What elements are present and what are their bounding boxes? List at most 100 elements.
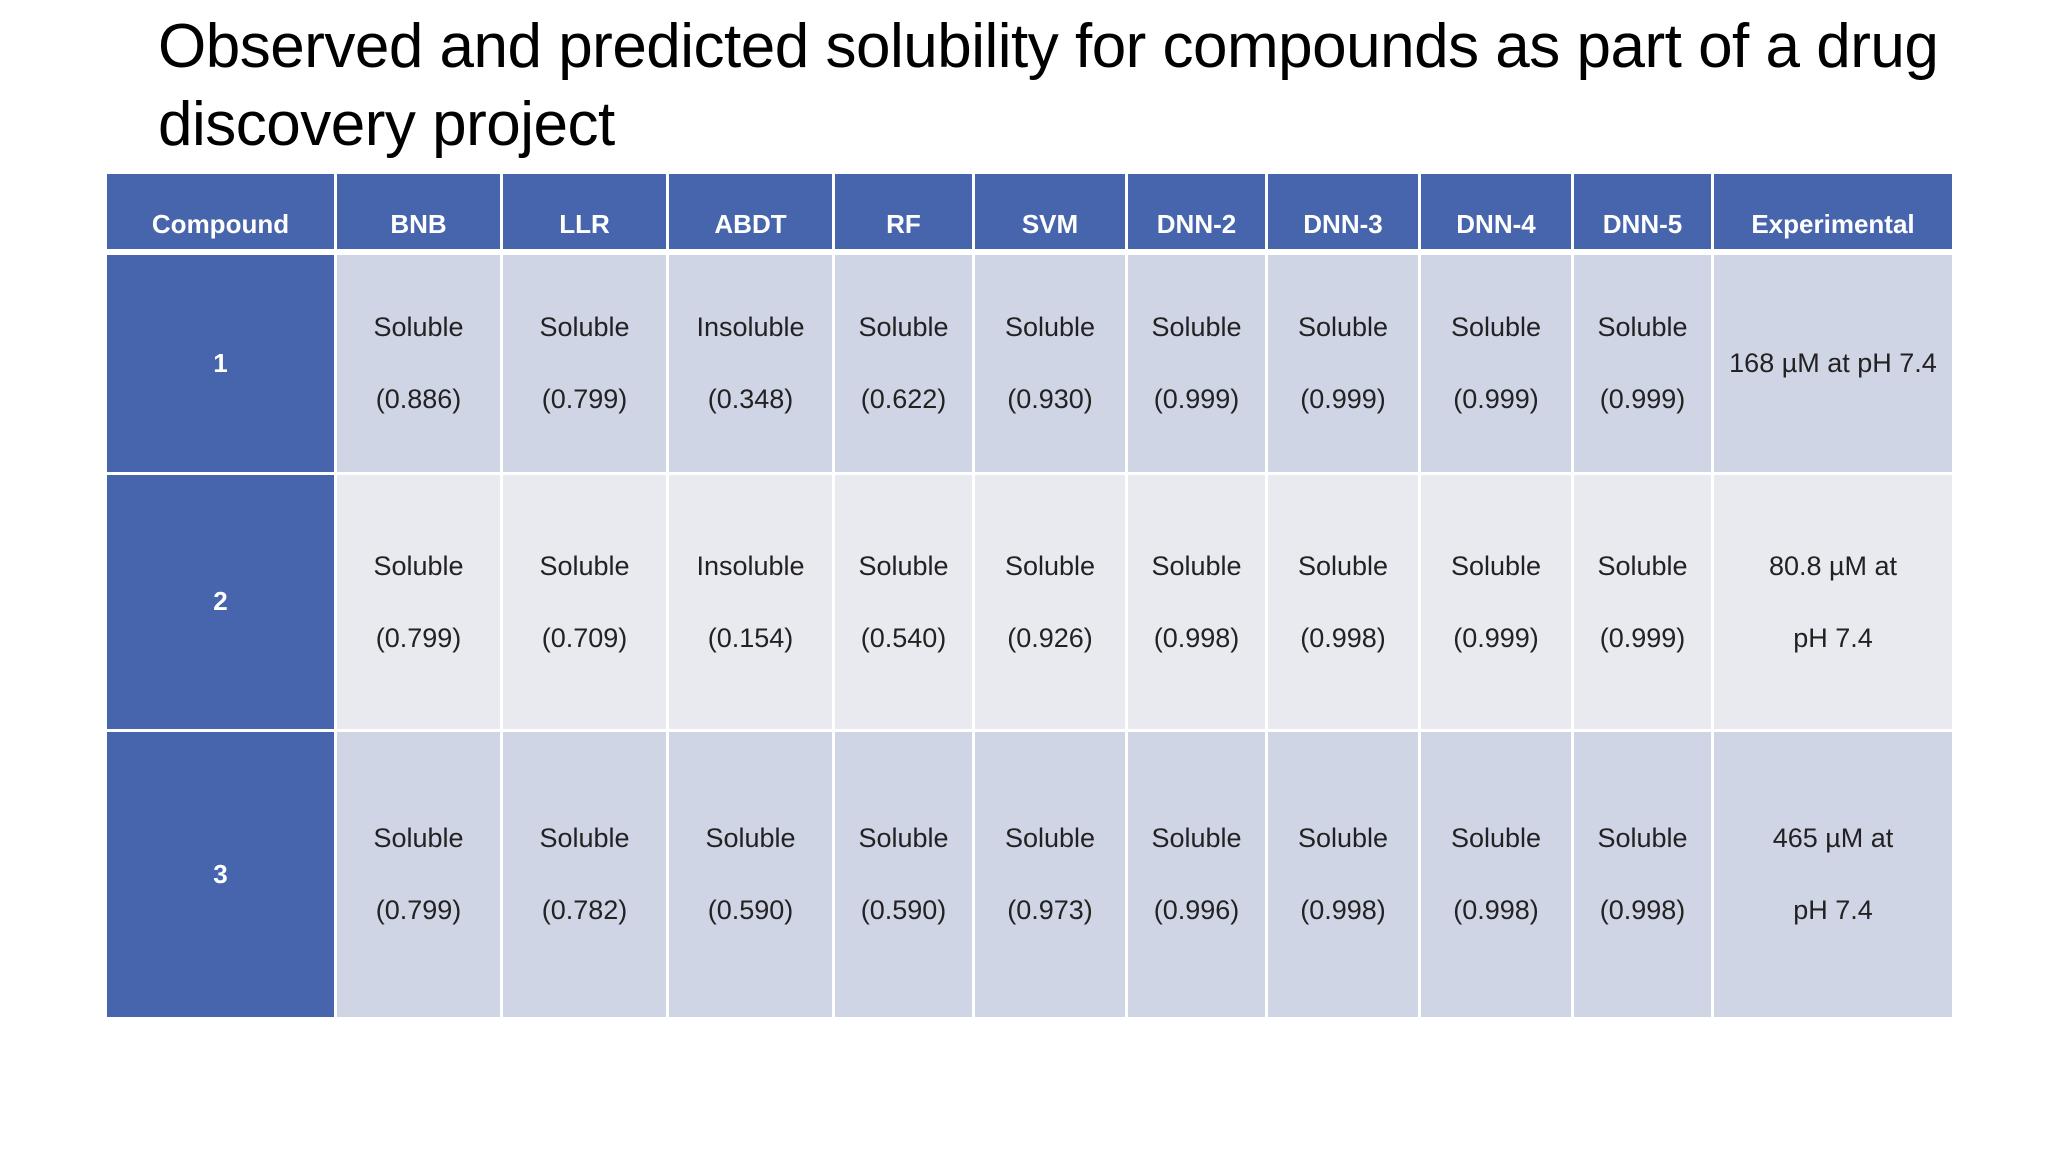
prediction-label: Soluble <box>373 312 464 343</box>
prediction-cell: Soluble (0.799) <box>334 728 503 1020</box>
prediction-score: (0.973) <box>1007 895 1093 925</box>
prediction-label: Soluble <box>858 550 949 581</box>
prediction-score: (0.996) <box>1153 895 1240 925</box>
prediction-label: Soluble <box>1297 550 1389 581</box>
table-row: 1 Soluble (0.886) Soluble (0.799) Insoluble (0… <box>104 250 1955 475</box>
prediction-score: (0.999) <box>1599 622 1686 653</box>
table-header-row: Compound BNB LLR ABDT RF SVM DNN-2 DNN-3… <box>104 171 1955 255</box>
experimental-value-text: 80.8 µM at <box>1768 550 1898 581</box>
prediction-score: (0.926) <box>1007 622 1093 653</box>
prediction-cell: Soluble (0.799) <box>500 250 669 475</box>
column-header-bnb: BNB <box>334 171 503 255</box>
prediction-score: (0.998) <box>1300 622 1386 653</box>
column-header-compound: Compound <box>104 171 337 255</box>
prediction-cell: Soluble (0.886) <box>334 250 503 475</box>
prediction-score: (0.782) <box>541 895 628 925</box>
prediction-score: (0.348) <box>707 384 794 415</box>
column-header-dnn-4: DNN-4 <box>1418 171 1574 255</box>
prediction-score: (0.886) <box>375 384 462 415</box>
prediction-score: (0.999) <box>1153 384 1240 415</box>
prediction-label: Soluble <box>705 823 796 853</box>
prediction-score: (0.999) <box>1453 622 1539 653</box>
column-header-llr: LLR <box>500 171 669 255</box>
experimental-value-text: 465 µM at <box>1772 823 1894 853</box>
prediction-label: Soluble <box>858 823 949 853</box>
prediction-label: Insoluble <box>696 312 805 343</box>
prediction-label: Soluble <box>373 823 464 853</box>
prediction-cell: Soluble (0.999) <box>1571 250 1714 475</box>
slide-title: Observed and predicted solubility for co… <box>158 12 1939 159</box>
prediction-label: Soluble <box>1004 823 1096 853</box>
column-header-rf: RF <box>832 171 975 255</box>
prediction-score: (0.998) <box>1300 895 1386 925</box>
prediction-label: Insoluble <box>696 550 805 581</box>
table-body: 1 Soluble (0.886) Soluble (0.799) Insoluble (0… <box>104 250 1955 1020</box>
prediction-label: Soluble <box>1597 312 1688 343</box>
prediction-score: (0.799) <box>375 622 462 653</box>
prediction-label: Soluble <box>1450 312 1542 343</box>
column-header-abdt: ABDT <box>666 171 835 255</box>
experimental-value-text: 168 µM at pH 7.4 <box>1729 348 1937 379</box>
prediction-cell: Soluble (0.999) <box>1418 471 1574 732</box>
prediction-cell: Soluble (0.998) <box>1265 728 1421 1020</box>
prediction-cell: Soluble (0.622) <box>832 250 975 475</box>
prediction-score: (0.999) <box>1300 384 1386 415</box>
solubility-table: Compound BNB LLR ABDT RF SVM DNN-2 DNN-3… <box>104 171 1955 1020</box>
prediction-cell: Soluble (0.996) <box>1125 728 1268 1020</box>
prediction-cell: Soluble (0.930) <box>972 250 1128 475</box>
prediction-cell: Soluble (0.782) <box>500 728 669 1020</box>
prediction-cell: Soluble (0.926) <box>972 471 1128 732</box>
prediction-score: (0.930) <box>1007 384 1093 415</box>
prediction-label: Soluble <box>539 823 630 853</box>
prediction-score: (0.154) <box>707 622 794 653</box>
prediction-cell: Soluble (0.540) <box>832 471 975 732</box>
column-header-dnn-5: DNN-5 <box>1571 171 1714 255</box>
prediction-score: (0.622) <box>860 384 947 415</box>
table-row: 2 Soluble (0.799) Soluble (0.709) Insoluble (0… <box>104 471 1955 732</box>
experimental-value-text: pH 7.4 <box>1793 622 1873 653</box>
prediction-label: Soluble <box>539 550 630 581</box>
column-header-svm: SVM <box>972 171 1128 255</box>
experimental-value-cell: 465 µM at pH 7.4 <box>1711 728 1955 1020</box>
column-header-experimental: Experimental <box>1711 171 1955 255</box>
prediction-score: (0.998) <box>1153 622 1240 653</box>
compound-id-cell: 3 <box>104 728 337 1020</box>
prediction-cell: Soluble (0.590) <box>832 728 975 1020</box>
prediction-label: Soluble <box>1597 550 1688 581</box>
prediction-score: (0.998) <box>1599 895 1686 925</box>
prediction-cell: Soluble (0.998) <box>1418 728 1574 1020</box>
solubility-table-container: Compound BNB LLR ABDT RF SVM DNN-2 DNN-3… <box>104 171 1955 1020</box>
compound-id-cell: 1 <box>104 250 337 475</box>
prediction-label: Soluble <box>1297 823 1389 853</box>
prediction-score: (0.999) <box>1599 384 1686 415</box>
prediction-cell: Soluble (0.799) <box>334 471 503 732</box>
prediction-cell: Soluble (0.998) <box>1571 728 1714 1020</box>
prediction-cell: Soluble (0.999) <box>1418 250 1574 475</box>
prediction-cell: Soluble (0.999) <box>1125 250 1268 475</box>
prediction-cell: Insoluble (0.154) <box>666 471 835 732</box>
column-header-dnn-3: DNN-3 <box>1265 171 1421 255</box>
table-row: 3 Soluble (0.799) Soluble (0.782) Soluble (0.5… <box>104 728 1955 1020</box>
prediction-score: (0.709) <box>541 622 628 653</box>
prediction-label: Soluble <box>1297 312 1389 343</box>
prediction-label: Soluble <box>1004 550 1096 581</box>
prediction-label: Soluble <box>1151 823 1242 853</box>
prediction-label: Soluble <box>1450 550 1542 581</box>
column-header-dnn-2: DNN-2 <box>1125 171 1268 255</box>
prediction-label: Soluble <box>539 312 630 343</box>
prediction-score: (0.799) <box>375 895 462 925</box>
experimental-value-cell: 168 µM at pH 7.4 <box>1711 250 1955 475</box>
prediction-label: Soluble <box>1450 823 1542 853</box>
prediction-cell: Insoluble (0.348) <box>666 250 835 475</box>
prediction-score: (0.999) <box>1453 384 1539 415</box>
prediction-label: Soluble <box>1151 312 1242 343</box>
prediction-cell: Soluble (0.999) <box>1265 250 1421 475</box>
prediction-score: (0.540) <box>860 622 947 653</box>
prediction-cell: Soluble (0.999) <box>1571 471 1714 732</box>
prediction-score: (0.998) <box>1453 895 1539 925</box>
prediction-cell: Soluble (0.590) <box>666 728 835 1020</box>
prediction-cell: Soluble (0.973) <box>972 728 1128 1020</box>
prediction-label: Soluble <box>1151 550 1242 581</box>
compound-id-cell: 2 <box>104 471 337 732</box>
prediction-label: Soluble <box>373 550 464 581</box>
